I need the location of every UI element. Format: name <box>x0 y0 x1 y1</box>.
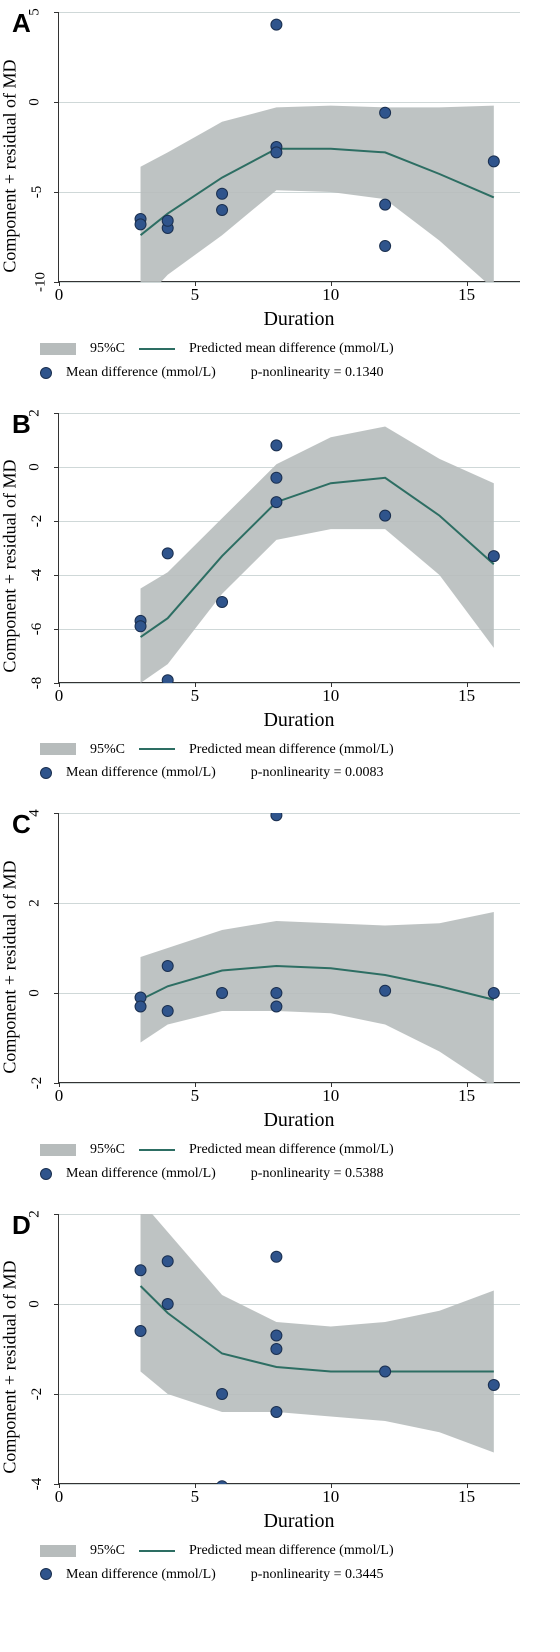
legend: 95%C Predicted mean difference (mmol/L) … <box>0 331 560 401</box>
legend-md-label: Mean difference (mmol/L) <box>66 1162 216 1186</box>
y-axis-label: Component + residual of MD <box>0 460 21 673</box>
legend-predicted-label: Predicted mean difference (mmol/L) <box>189 1539 394 1563</box>
x-axis-label: Duration <box>58 1109 540 1132</box>
legend-ci-swatch <box>40 343 76 355</box>
legend-ci-label: 95%C <box>90 1539 125 1563</box>
legend-ci-swatch <box>40 743 76 755</box>
legend-ci-label: 95%C <box>90 337 125 361</box>
legend: 95%C Predicted mean difference (mmol/L) … <box>0 1533 560 1603</box>
plot-area: -10-505 051015 <box>58 12 520 282</box>
chart-svg <box>59 1214 521 1484</box>
plot-area: -2024 051015 <box>58 813 520 1083</box>
plot-area: -8-6-4-202 051015 <box>58 413 520 683</box>
legend-point-swatch <box>40 367 52 379</box>
panel-b: B Component + residual of MD -8-6-4-202 … <box>0 401 560 802</box>
legend: 95%C Predicted mean difference (mmol/L) … <box>0 1132 560 1202</box>
confidence-band <box>141 106 494 282</box>
legend-line-swatch <box>139 1550 175 1552</box>
x-axis-label: Duration <box>58 308 540 331</box>
legend-line-swatch <box>139 1149 175 1151</box>
x-axis-label: Duration <box>58 709 540 732</box>
legend: 95%C Predicted mean difference (mmol/L) … <box>0 732 560 802</box>
confidence-band <box>141 426 494 683</box>
legend-point-swatch <box>40 767 52 779</box>
plot-area: -4-202 051015 <box>58 1214 520 1484</box>
panel-d: D Component + residual of MD -4-202 0510… <box>0 1202 560 1603</box>
panel-c: C Component + residual of MD -2024 05101… <box>0 801 560 1202</box>
legend-predicted-label: Predicted mean difference (mmol/L) <box>189 738 394 762</box>
p-nonlinearity: p-nonlinearity = 0.3445 <box>251 1563 384 1587</box>
chart-svg <box>59 813 521 1083</box>
legend-point-swatch <box>40 1168 52 1180</box>
legend-ci-label: 95%C <box>90 1138 125 1162</box>
p-nonlinearity: p-nonlinearity = 0.1340 <box>251 361 384 385</box>
p-nonlinearity: p-nonlinearity = 0.0083 <box>251 761 384 785</box>
legend-md-label: Mean difference (mmol/L) <box>66 361 216 385</box>
legend-ci-swatch <box>40 1144 76 1156</box>
legend-ci-label: 95%C <box>90 738 125 762</box>
confidence-band <box>141 912 494 1083</box>
legend-point-swatch <box>40 1568 52 1580</box>
y-axis-label: Component + residual of MD <box>0 860 21 1073</box>
legend-line-swatch <box>139 348 175 350</box>
x-axis-label: Duration <box>58 1510 540 1533</box>
legend-predicted-label: Predicted mean difference (mmol/L) <box>189 337 394 361</box>
chart-svg <box>59 413 521 683</box>
legend-ci-swatch <box>40 1545 76 1557</box>
legend-md-label: Mean difference (mmol/L) <box>66 761 216 785</box>
p-nonlinearity: p-nonlinearity = 0.5388 <box>251 1162 384 1186</box>
legend-predicted-label: Predicted mean difference (mmol/L) <box>189 1138 394 1162</box>
legend-md-label: Mean difference (mmol/L) <box>66 1563 216 1587</box>
panel-a: A Component + residual of MD -10-505 051… <box>0 0 560 401</box>
y-axis-label: Component + residual of MD <box>0 1261 21 1474</box>
y-axis-label: Component + residual of MD <box>0 59 21 272</box>
chart-svg <box>59 12 521 282</box>
legend-line-swatch <box>139 748 175 750</box>
